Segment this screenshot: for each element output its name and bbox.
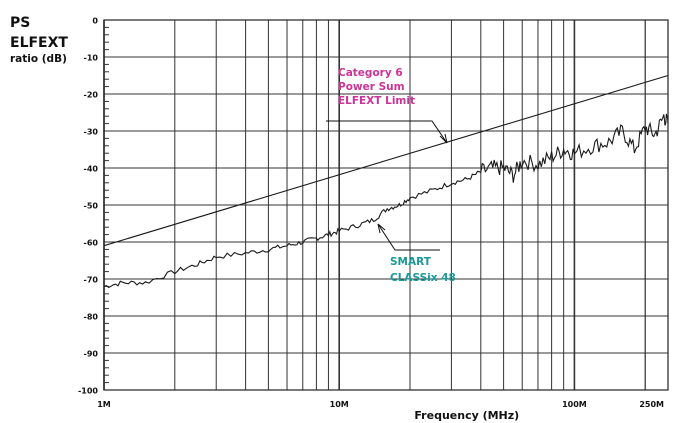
series-line-2 xyxy=(103,113,669,289)
series-label-1-line: ELFEXT Limit xyxy=(338,95,415,107)
y-tick-label: -60 xyxy=(84,239,99,248)
plot-frame xyxy=(103,19,669,391)
leader-arrow-2 xyxy=(377,223,386,234)
series-label-1-line: Power Sum xyxy=(338,81,405,93)
x-tick-label: 10M xyxy=(330,400,349,409)
y-tick-label: -40 xyxy=(84,165,99,174)
x-tick-label: 1M xyxy=(97,400,111,409)
series-line-1 xyxy=(103,74,669,247)
y-tick-label: -90 xyxy=(84,350,99,359)
annotations: Category 6 Power Sum ELFEXT Limit SMART CLAS… xyxy=(326,67,456,284)
y-axis-label-line-2: ELFEXT xyxy=(10,35,68,51)
y-tick-label: -30 xyxy=(84,128,99,137)
x-tick-label: 250M xyxy=(639,400,664,409)
y-tick-label: -10 xyxy=(84,54,99,63)
y-axis-label-line-3: ratio (dB) xyxy=(10,53,67,65)
axis-ticks: 0 -10 -20 -30 -40 -50 -60 -70 -80 -90 -100 1M 10M 100… xyxy=(78,17,664,410)
y-tick-label: 0 xyxy=(92,17,98,26)
y-tick-label: -70 xyxy=(84,276,99,285)
x-tick-label: 100M xyxy=(562,400,587,409)
leader-arrow-1 xyxy=(439,133,448,144)
y-axis-label-line-1: PS xyxy=(10,15,31,31)
y-tick-label: -50 xyxy=(84,202,99,211)
series-lines xyxy=(103,74,669,289)
y-tick-label: -100 xyxy=(78,387,98,396)
leader-line-1 xyxy=(326,120,448,144)
series-label-2-line: SMART xyxy=(390,256,432,268)
y-tick-label: -80 xyxy=(84,313,99,322)
x-axis-label: Frequency (MHz) xyxy=(414,409,519,422)
y-tick-label: -20 xyxy=(84,91,99,100)
leader-line-2 xyxy=(377,223,440,251)
series-label-2-line: CLASSix 48 xyxy=(390,272,456,284)
series-label-1-line: Category 6 xyxy=(338,67,403,79)
